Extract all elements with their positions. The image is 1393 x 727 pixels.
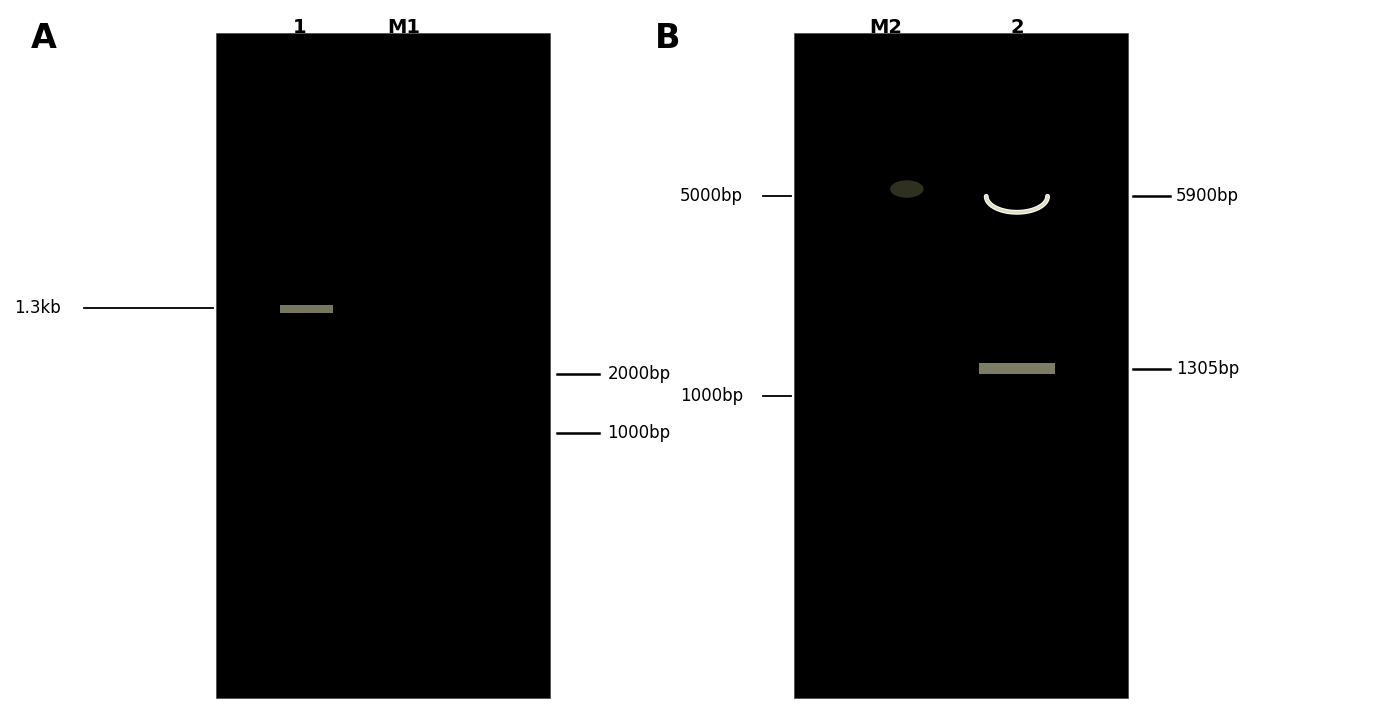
Text: 1.3kb: 1.3kb (14, 299, 61, 316)
Text: 5900bp: 5900bp (1176, 188, 1238, 205)
Text: 1: 1 (293, 18, 306, 37)
Text: 1000bp: 1000bp (607, 424, 670, 441)
Text: 2: 2 (1010, 18, 1024, 37)
Text: 5000bp: 5000bp (680, 188, 742, 205)
Text: A: A (31, 22, 57, 55)
Bar (280, 305, 333, 313)
Bar (794, 33, 1128, 698)
Bar (978, 363, 1056, 374)
Circle shape (890, 180, 924, 198)
Text: 1000bp: 1000bp (680, 387, 742, 405)
Bar (216, 33, 550, 698)
Text: M1: M1 (387, 18, 421, 37)
Text: B: B (655, 22, 680, 55)
Text: 2000bp: 2000bp (607, 366, 670, 383)
Text: 1305bp: 1305bp (1176, 360, 1238, 377)
Text: M2: M2 (869, 18, 903, 37)
